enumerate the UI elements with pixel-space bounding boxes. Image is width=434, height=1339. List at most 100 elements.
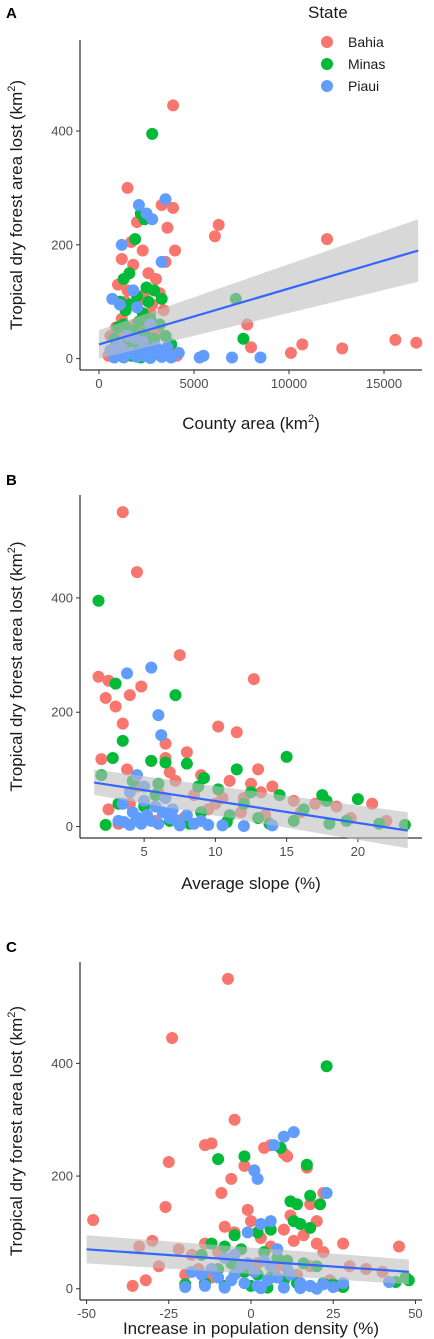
point-piaui xyxy=(180,809,193,822)
point-minas xyxy=(228,1229,241,1242)
point-piaui xyxy=(146,213,159,226)
panel-a: A 0 200 400 0 5000 10000 15000 County area (km2)… xyxy=(6,5,423,433)
point-bahia xyxy=(212,218,225,231)
x-tick-label: -25 xyxy=(159,1306,178,1321)
point-minas xyxy=(142,295,155,308)
x-axis-title: Average slope (%) xyxy=(181,874,321,893)
point-piaui xyxy=(115,238,128,251)
point-bahia xyxy=(215,1186,228,1199)
point-bahia xyxy=(321,233,333,246)
point-minas xyxy=(320,1060,333,1073)
point-bahia xyxy=(166,1032,179,1045)
point-piaui xyxy=(152,709,165,722)
point-piaui xyxy=(127,284,140,297)
point-minas xyxy=(145,754,158,767)
point-minas xyxy=(237,332,250,345)
point-bahia xyxy=(92,670,105,683)
point-bahia xyxy=(99,691,112,704)
point-piaui xyxy=(132,811,145,824)
y-tick-label: 400 xyxy=(51,1056,73,1071)
point-bahia xyxy=(135,680,148,693)
x-tick-label: -50 xyxy=(77,1306,96,1321)
point-piaui xyxy=(212,1271,225,1284)
legend-entry-minas: Minas xyxy=(321,56,385,72)
point-minas xyxy=(351,793,364,806)
confidence-band xyxy=(94,769,408,849)
point-minas xyxy=(197,771,210,784)
point-bahia xyxy=(410,336,423,349)
point-bahia xyxy=(102,803,115,816)
confidence-band xyxy=(99,219,419,359)
point-bahia xyxy=(208,230,221,243)
point-piaui xyxy=(155,729,168,742)
point-bahia xyxy=(245,777,257,790)
point-piaui xyxy=(132,199,145,211)
point-minas xyxy=(264,1223,277,1236)
point-piaui xyxy=(145,814,158,827)
point-bahia xyxy=(163,766,176,779)
y-tick-label: 0 xyxy=(66,819,73,834)
point-bahia xyxy=(109,700,122,713)
point-bahia xyxy=(336,342,349,355)
point-bahia xyxy=(162,1155,175,1168)
panel-letter: B xyxy=(6,472,17,489)
y-tick-label: 0 xyxy=(66,1281,73,1296)
point-piaui xyxy=(218,1281,231,1294)
x-tick-label: 20 xyxy=(351,844,365,859)
point-piaui xyxy=(118,815,131,828)
point-piaui xyxy=(320,1186,333,1199)
point-minas xyxy=(294,1217,307,1230)
point-bahia xyxy=(121,763,134,776)
x-tick-label: 0 xyxy=(95,376,102,391)
point-minas xyxy=(230,763,243,776)
point-minas xyxy=(129,233,142,246)
point-piaui xyxy=(254,351,267,364)
point-bahia xyxy=(95,753,108,766)
point-minas xyxy=(212,1153,225,1166)
x-tick-label: 10 xyxy=(208,844,222,859)
x-tick-label: 15000 xyxy=(366,376,402,391)
point-bahia xyxy=(126,1279,139,1292)
point-piaui xyxy=(277,1281,290,1294)
point-piaui xyxy=(156,806,169,819)
point-piaui xyxy=(268,1139,281,1152)
point-piaui xyxy=(261,1274,274,1287)
point-bahia xyxy=(366,797,379,810)
legend: State Bahia Minas Piaui xyxy=(308,3,385,94)
point-bahia xyxy=(310,1237,323,1250)
panel-letter: C xyxy=(6,939,17,956)
point-minas xyxy=(146,127,159,140)
point-bahia xyxy=(116,506,129,519)
point-piaui xyxy=(216,819,229,832)
point-bahia xyxy=(221,972,234,985)
point-piaui xyxy=(195,814,208,827)
point-minas xyxy=(304,1221,317,1234)
y-tick-label: 200 xyxy=(51,705,73,720)
point-bahia xyxy=(169,244,181,257)
point-piaui xyxy=(116,797,129,810)
y-tick-label: 400 xyxy=(51,124,73,139)
point-minas xyxy=(148,284,161,297)
point-piaui xyxy=(144,352,157,365)
point-bahia xyxy=(150,272,162,285)
point-bahia xyxy=(139,1274,152,1287)
point-bahia xyxy=(245,341,257,354)
x-tick-label: 5 xyxy=(141,844,148,859)
panel-b: B 0 200 400 5 10 15 20 Average slope (%) Tropical… xyxy=(6,472,422,893)
point-bahia xyxy=(266,780,279,793)
legend-label-bahia: Bahia xyxy=(348,34,384,50)
point-bahia xyxy=(180,746,193,759)
point-bahia xyxy=(304,1198,317,1211)
point-piaui xyxy=(254,1217,267,1230)
x-tick-label: 10000 xyxy=(271,376,307,391)
point-bahia xyxy=(392,1240,405,1253)
point-bahia xyxy=(284,346,297,359)
point-bahia xyxy=(87,1214,100,1227)
x-tick-label: 25 xyxy=(326,1306,340,1321)
point-piaui xyxy=(238,1277,251,1290)
y-tick-label: 400 xyxy=(51,590,73,605)
point-piaui xyxy=(277,1130,290,1143)
point-bahia xyxy=(337,1237,350,1250)
point-bahia xyxy=(173,649,186,662)
